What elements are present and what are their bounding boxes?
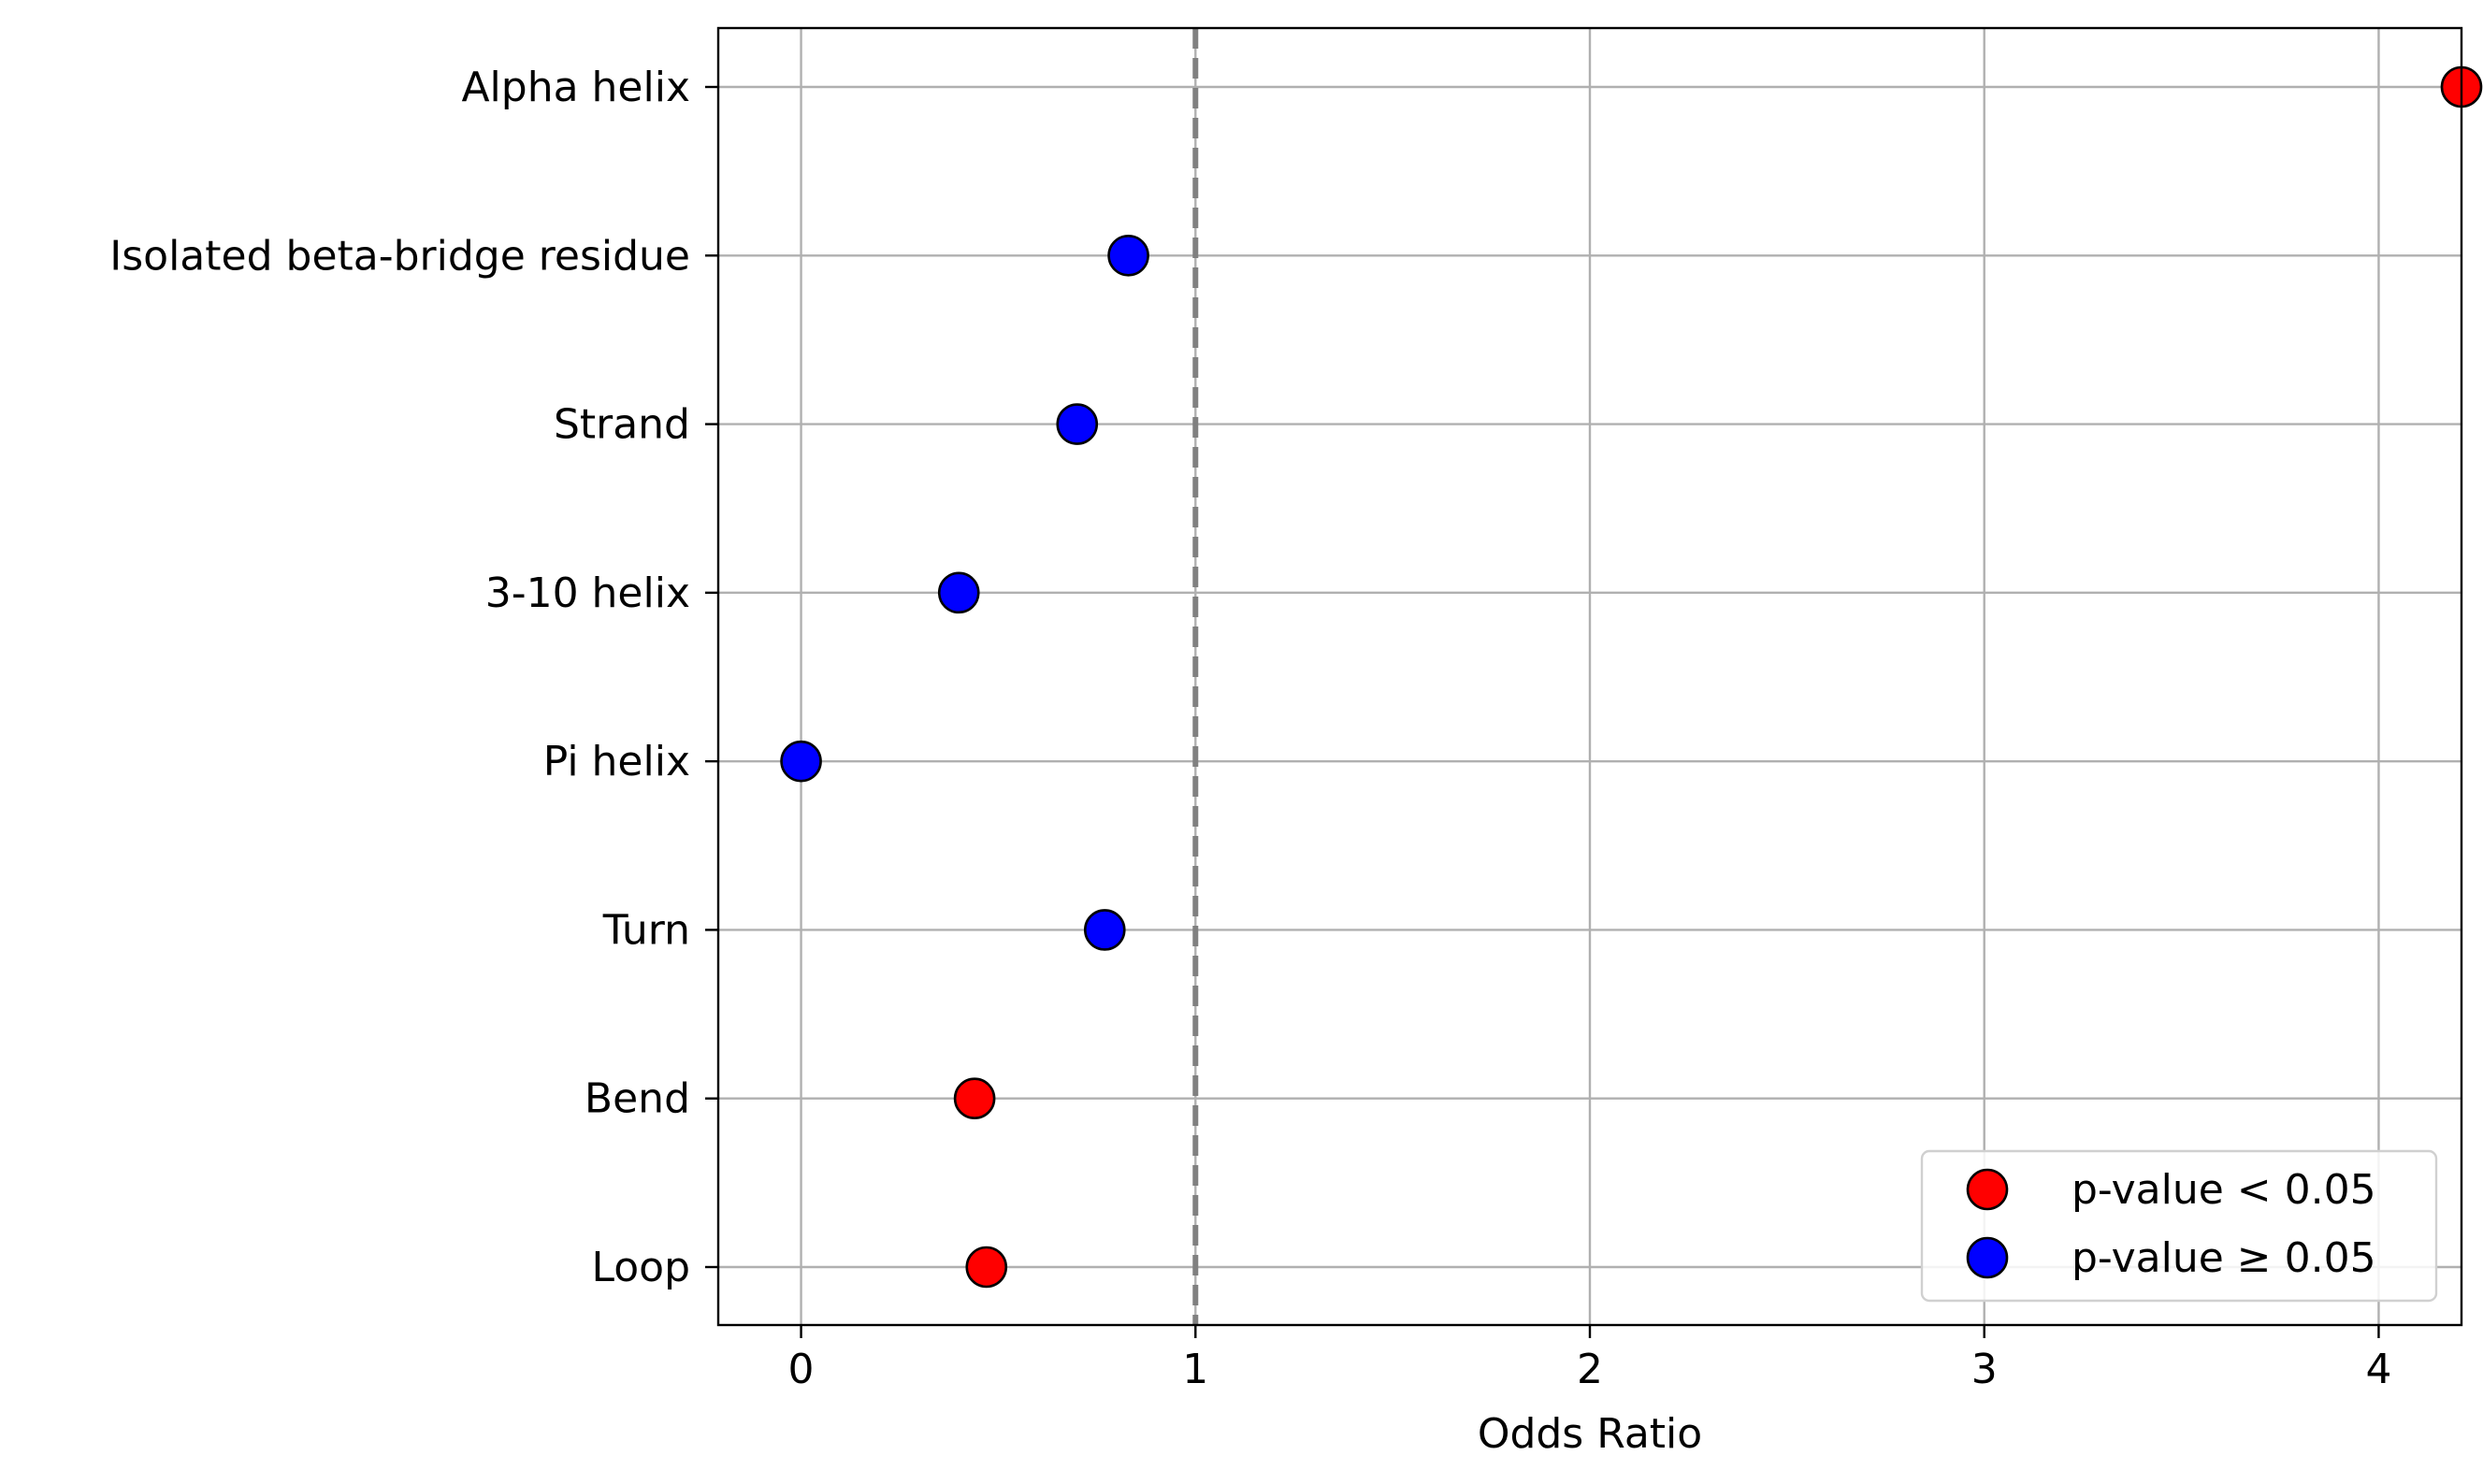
data-point-bend xyxy=(953,1077,996,1120)
y-tick-label-isolated-beta-bridge-residue: Isolated beta-bridge residue xyxy=(109,232,690,280)
data-point-turn xyxy=(1083,909,1126,951)
x-tick-label-1: 1 xyxy=(1182,1346,1208,1393)
data-points-layer xyxy=(780,65,2483,1289)
y-tick-label-loop: Loop xyxy=(591,1244,690,1291)
x-tick-label-3: 3 xyxy=(1971,1346,1998,1393)
y-tick-label-pi-helix: Pi helix xyxy=(543,738,690,785)
x-axis-title: Odds Ratio xyxy=(1478,1410,1702,1458)
legend-label-significant: p-value < 0.05 xyxy=(2072,1166,2376,1214)
y-tick-label-3-10-helix: 3-10 helix xyxy=(485,569,690,617)
data-point-strand xyxy=(1056,403,1099,445)
y-tick-label-strand: Strand xyxy=(554,401,690,449)
legend-label-not-significant: p-value ≥ 0.05 xyxy=(2072,1234,2376,1282)
data-point-3-10-helix xyxy=(937,571,980,614)
legend-marker-not-significant xyxy=(1966,1236,2009,1279)
y-tick-label-turn: Turn xyxy=(602,906,690,954)
x-tick-label-0: 0 xyxy=(788,1346,815,1393)
legend-marker-significant xyxy=(1966,1168,2009,1211)
y-tick-label-bend: Bend xyxy=(585,1075,690,1123)
x-tick-label-2: 2 xyxy=(1577,1346,1603,1393)
y-tick-label-alpha-helix: Alpha helix xyxy=(461,64,690,111)
data-point-loop xyxy=(965,1246,1008,1289)
legend: p-value < 0.05 p-value ≥ 0.05 xyxy=(1920,1149,2438,1303)
data-point-pi-helix xyxy=(780,740,822,783)
ticks-layer: 0 1 2 3 4 Alpha helix Isolated beta-bridge res… xyxy=(109,64,2391,1393)
legend-box xyxy=(1920,1149,2438,1303)
x-tick-label-4: 4 xyxy=(2365,1346,2391,1393)
data-point-isolated-beta-bridge-residue xyxy=(1107,234,1149,277)
